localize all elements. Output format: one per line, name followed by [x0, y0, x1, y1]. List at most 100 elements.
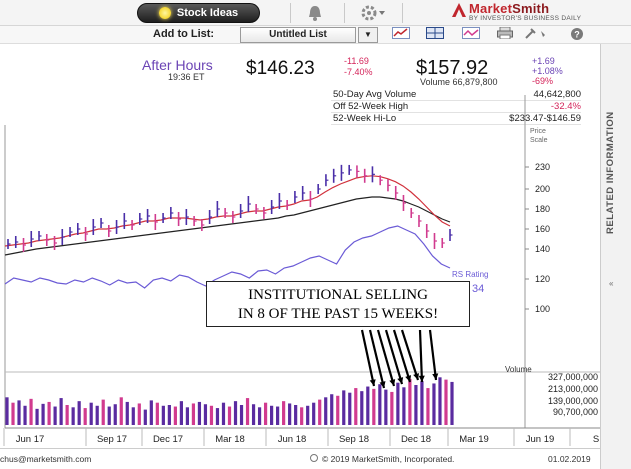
volume-bar [378, 384, 382, 425]
quote-header: After Hours 19:36 ET $146.23 -11.69 -7.4… [0, 44, 631, 89]
x-tick-label: Mar 18 [215, 434, 245, 445]
print-icon[interactable] [494, 26, 516, 43]
ma-long-line [4, 196, 451, 256]
rs-rating-value: 34 [472, 283, 484, 295]
annotation-line: INSTITUTIONAL SELLING [248, 287, 428, 303]
volume-bar [239, 405, 244, 425]
volume-bar [306, 405, 310, 425]
volume-bar [414, 385, 418, 425]
after-hours-time: 19:36 ET [168, 72, 205, 82]
stock-ideas-label: Stock Ideas [176, 7, 239, 19]
stat-key: 50-Day Avg Volume [333, 89, 417, 100]
lightbulb-icon [158, 7, 171, 19]
help-icon[interactable]: ? [566, 27, 588, 43]
toolbar-divider [402, 3, 403, 23]
volume-bar [263, 402, 268, 425]
top-toolbar: Stock Ideas MarketSmith BY INVESTOR'S BU… [0, 0, 631, 26]
last-price: $157.92 [416, 57, 489, 79]
list-select[interactable]: Untitled List [240, 27, 356, 43]
volume-bar [83, 408, 87, 425]
volume-bar [300, 407, 304, 425]
volume-bar [107, 406, 111, 425]
volume-tick-label: 139,000,000 [548, 396, 598, 406]
price-change: +1.69 +1.08% -69% [532, 56, 563, 86]
gear-icon[interactable] [356, 3, 392, 23]
arrow-head [369, 379, 376, 386]
chevron-down-icon[interactable]: ▼ [358, 27, 378, 43]
volume-tick-label: 213,000,000 [548, 384, 598, 394]
volume-bar [119, 397, 123, 425]
after-hours-label: After Hours [142, 57, 213, 73]
volume-bar [209, 405, 214, 425]
volume-bar [336, 395, 340, 425]
stats-panel: 50-Day Avg Volume 44,642,800 Off 52-Week… [331, 89, 581, 125]
footer-email[interactable]: chus@marketsmith.com [0, 454, 92, 464]
stat-row: Off 52-Week High -32.4% [331, 101, 581, 113]
arrow-shaft [384, 329, 404, 385]
volume-bar [269, 405, 274, 425]
price-tick-label: 180 [535, 204, 550, 214]
annotation-box: INSTITUTIONAL SELLING IN 8 OF THE PAST 1… [206, 281, 470, 327]
volume-bar [185, 407, 190, 425]
volume-bar [330, 394, 334, 425]
after-hours-price: $146.23 [246, 58, 315, 79]
price-tick-label: 160 [535, 224, 550, 234]
volume-bar [324, 397, 328, 425]
price-scale-label: Scale [530, 137, 548, 144]
volume-bar [444, 379, 448, 425]
volume-bar [143, 409, 147, 425]
volume-bar [179, 401, 183, 425]
stat-value: -32.4% [550, 101, 581, 112]
footer-date: 01.02.2019 [548, 454, 591, 464]
volume-readout: Volume 66,879,800 [420, 77, 498, 87]
price-scale-label: Price [530, 128, 546, 135]
after-hours-change: -11.69 -7.40% [344, 56, 373, 77]
volume-bar [77, 401, 81, 425]
layout-icon[interactable] [424, 27, 446, 43]
volume-bar [450, 381, 454, 425]
stat-value: $233.47-$146.59 [509, 113, 581, 124]
annotation-line: IN 8 OF THE PAST 15 WEEKS! [237, 306, 439, 322]
arrow-shaft [400, 329, 420, 381]
x-tick-label: Dec 17 [153, 434, 183, 445]
related-information-tab[interactable]: RELATED INFORMATION « [600, 44, 631, 469]
volume-bar [5, 397, 9, 425]
volume-bar [191, 403, 196, 425]
collapse-arrows-icon[interactable]: « [609, 279, 614, 288]
x-tick-label: Jun 18 [278, 434, 307, 445]
volume-tick-label: 90,700,000 [553, 407, 598, 417]
footer: chus@marketsmith.com © 2019 MarketSmith,… [0, 448, 600, 469]
volume-bar [167, 405, 171, 425]
compare-chart-icon[interactable] [460, 27, 482, 43]
arrow-head [432, 373, 439, 380]
arrow-shaft [428, 329, 438, 381]
volume-bar [402, 387, 406, 425]
brand-tagline: BY INVESTOR'S BUSINESS DAILY [469, 15, 582, 22]
svg-text:?: ? [574, 30, 580, 40]
volume-bar [155, 402, 159, 425]
chart-line-icon[interactable] [390, 27, 412, 43]
tools-icon[interactable] [524, 27, 546, 43]
volume-bar [432, 383, 436, 425]
stock-ideas-button[interactable]: Stock Ideas [137, 3, 260, 23]
volume-bar [312, 402, 316, 425]
ma-short-line [4, 175, 451, 247]
marketsmith-logo: MarketSmith BY INVESTOR'S BUSINESS DAILY [452, 1, 628, 25]
volume-bar [438, 377, 442, 425]
volume-bar [318, 399, 322, 425]
volume-bar [41, 403, 45, 425]
volume-bar [11, 402, 15, 425]
x-tick-label: Mar 19 [459, 434, 489, 445]
brand-name: MarketSmith [469, 1, 550, 16]
volume-bar [113, 404, 117, 425]
volume-bar [372, 388, 376, 425]
arrow-head [397, 377, 404, 384]
volume-bar [408, 378, 412, 425]
volume-bar [426, 388, 430, 425]
volume-bar [17, 400, 21, 425]
bell-icon[interactable] [300, 3, 330, 23]
volume-bar [257, 407, 262, 425]
volume-bar [288, 403, 292, 425]
price-tick-label: 140 [535, 244, 550, 254]
